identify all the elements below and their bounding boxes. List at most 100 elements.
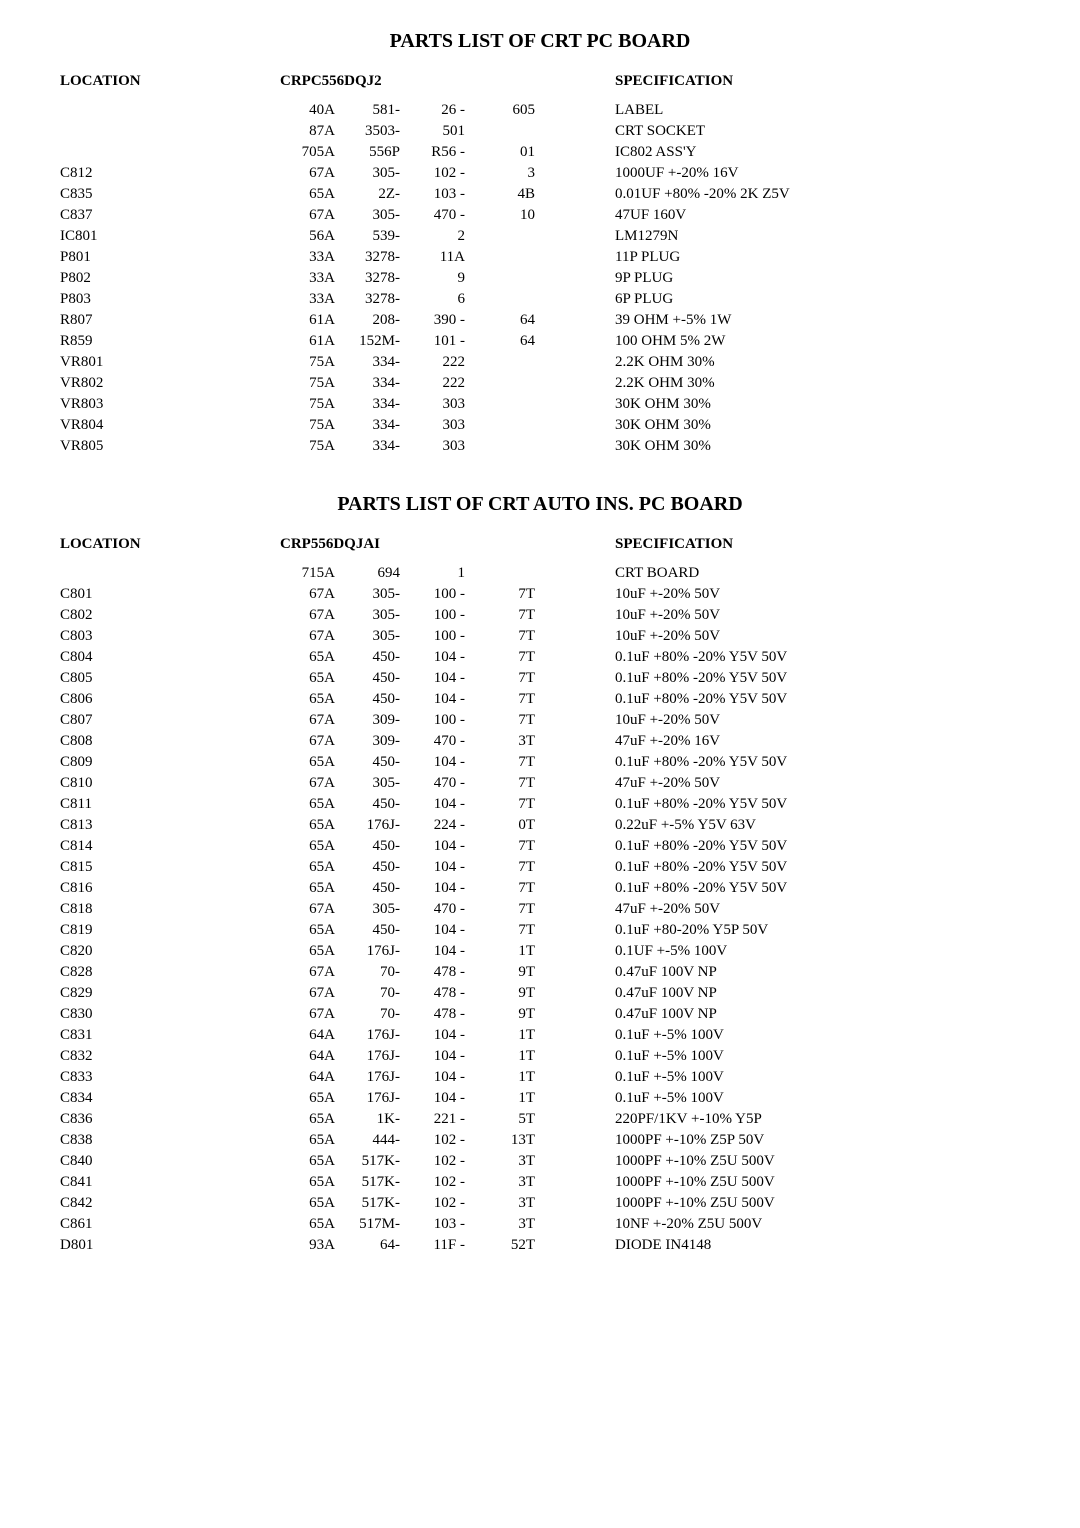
cell-pn2: 176J- xyxy=(335,941,400,962)
cell-location: VR804 xyxy=(60,415,280,436)
cell-spec: 0.22uF +-5% Y5V 63V xyxy=(615,815,1020,836)
section2-title: PARTS LIST OF CRT AUTO INS. PC BOARD xyxy=(60,493,1020,516)
cell-pn1: 67A xyxy=(280,731,335,752)
cell-pn2: 309- xyxy=(335,710,400,731)
cell-pn2: 517M- xyxy=(335,1214,400,1235)
cell-pn1: 67A xyxy=(280,584,335,605)
cell-pn4: 7T xyxy=(465,920,535,941)
cell-pn2: 450- xyxy=(335,794,400,815)
cell-pn2: 581- xyxy=(335,100,400,121)
cell-pn4 xyxy=(465,268,535,289)
cell-pn2: 334- xyxy=(335,394,400,415)
table-row: C83665A1K-221 -5T220PF/1KV +-10% Y5P xyxy=(60,1109,1020,1130)
cell-spec: 1000PF +-10% Z5U 500V xyxy=(615,1193,1020,1214)
table-row: C81565A450-104 -7T0.1uF +80% -20% Y5V 50… xyxy=(60,857,1020,878)
table-row: C81465A450-104 -7T0.1uF +80% -20% Y5V 50… xyxy=(60,836,1020,857)
cell-location xyxy=(60,100,280,121)
cell-pn2: 176J- xyxy=(335,815,400,836)
cell-spec: IC802 ASS'Y xyxy=(615,142,1020,163)
cell-spec: LM1279N xyxy=(615,226,1020,247)
cell-location: R807 xyxy=(60,310,280,331)
table-row: 715A6941CRT BOARD xyxy=(60,563,1020,584)
cell-pn3: 478 - xyxy=(400,1004,465,1025)
cell-pn3: 470 - xyxy=(400,731,465,752)
cell-pn2: 450- xyxy=(335,752,400,773)
cell-pn4: 7T xyxy=(465,668,535,689)
cell-spec: 0.47uF 100V NP xyxy=(615,1004,1020,1025)
table-row: C81665A450-104 -7T0.1uF +80% -20% Y5V 50… xyxy=(60,878,1020,899)
cell-spec: 10uF +-20% 50V xyxy=(615,710,1020,731)
cell-pn1: 61A xyxy=(280,331,335,352)
cell-pn4: 1T xyxy=(465,1046,535,1067)
cell-location: C842 xyxy=(60,1193,280,1214)
cell-pn4 xyxy=(465,373,535,394)
cell-pn4: 7T xyxy=(465,794,535,815)
cell-spec: 2.2K OHM 30% xyxy=(615,373,1020,394)
cell-pn3: 478 - xyxy=(400,983,465,1004)
table-row: C83465A176J-104 -1T0.1uF +-5% 100V xyxy=(60,1088,1020,1109)
table-row: C86165A517M-103 -3T10NF +-20% Z5U 500V xyxy=(60,1214,1020,1235)
cell-pn3: 104 - xyxy=(400,878,465,899)
cell-spec: LABEL xyxy=(615,100,1020,121)
cell-pn3: 102 - xyxy=(400,1151,465,1172)
table-row: C82065A176J-104 -1T0.1UF +-5% 100V xyxy=(60,941,1020,962)
table-row: R80761A208-390 -6439 OHM +-5% 1W xyxy=(60,310,1020,331)
cell-pn4: 7T xyxy=(465,647,535,668)
cell-spec: 0.1uF +80% -20% Y5V 50V xyxy=(615,878,1020,899)
cell-spec: 0.1uF +-5% 100V xyxy=(615,1067,1020,1088)
cell-location: C809 xyxy=(60,752,280,773)
cell-pn3: 104 - xyxy=(400,1067,465,1088)
cell-location: C838 xyxy=(60,1130,280,1151)
cell-pn1: 65A xyxy=(280,1109,335,1130)
cell-pn4: 9T xyxy=(465,1004,535,1025)
header-partno: CRP556DQJAI xyxy=(280,534,335,555)
cell-location: IC801 xyxy=(60,226,280,247)
cell-pn3: 6 xyxy=(400,289,465,310)
cell-pn2: 305- xyxy=(335,205,400,226)
cell-pn4 xyxy=(465,436,535,457)
cell-location: C833 xyxy=(60,1067,280,1088)
cell-pn1: 64A xyxy=(280,1025,335,1046)
cell-pn1: 65A xyxy=(280,184,335,205)
table-row: C84065A517K-102 -3T1000PF +-10% Z5U 500V xyxy=(60,1151,1020,1172)
table-row: C84265A517K-102 -3T1000PF +-10% Z5U 500V xyxy=(60,1193,1020,1214)
cell-spec: 2.2K OHM 30% xyxy=(615,352,1020,373)
cell-pn2: 539- xyxy=(335,226,400,247)
table-row: C81267A305-102 -31000UF +-20% 16V xyxy=(60,163,1020,184)
table-row: C83565A2Z-103 -4B0.01UF +80% -20% 2K Z5V xyxy=(60,184,1020,205)
cell-location: C841 xyxy=(60,1172,280,1193)
cell-pn4 xyxy=(465,563,535,584)
cell-spec: 0.1uF +-5% 100V xyxy=(615,1025,1020,1046)
cell-location: C861 xyxy=(60,1214,280,1235)
cell-pn1: 67A xyxy=(280,205,335,226)
cell-spec: 30K OHM 30% xyxy=(615,436,1020,457)
table-row: C83767A305-470 -1047UF 160V xyxy=(60,205,1020,226)
cell-location: C816 xyxy=(60,878,280,899)
cell-location: VR805 xyxy=(60,436,280,457)
cell-pn3: 104 - xyxy=(400,1046,465,1067)
cell-pn4: 3T xyxy=(465,1172,535,1193)
table-row: IC80156A539-2LM1279N xyxy=(60,226,1020,247)
cell-pn3: 222 xyxy=(400,373,465,394)
cell-location: C820 xyxy=(60,941,280,962)
table-row: C81365A176J-224 -0T0.22uF +-5% Y5V 63V xyxy=(60,815,1020,836)
cell-location: C807 xyxy=(60,710,280,731)
table-row: P80133A3278-11A11P PLUG xyxy=(60,247,1020,268)
cell-pn2: 208- xyxy=(335,310,400,331)
cell-pn4 xyxy=(465,415,535,436)
cell-location xyxy=(60,121,280,142)
cell-pn1: 75A xyxy=(280,352,335,373)
cell-pn1: 65A xyxy=(280,857,335,878)
table-row: VR80175A334-2222.2K OHM 30% xyxy=(60,352,1020,373)
cell-pn1: 33A xyxy=(280,247,335,268)
cell-location: C812 xyxy=(60,163,280,184)
table-row: 40A581-26 -605LABEL xyxy=(60,100,1020,121)
table-row: 705A556PR56 -01IC802 ASS'Y xyxy=(60,142,1020,163)
cell-location: P803 xyxy=(60,289,280,310)
section2-header-row: LOCATION CRP556DQJAI SPECIFICATION xyxy=(60,534,1020,555)
table-row: C82867A70-478 -9T0.47uF 100V NP xyxy=(60,962,1020,983)
table-row: VR80575A334-30330K OHM 30% xyxy=(60,436,1020,457)
cell-pn1: 65A xyxy=(280,647,335,668)
cell-spec: 0.1uF +80% -20% Y5V 50V xyxy=(615,857,1020,878)
cell-pn4: 1T xyxy=(465,1025,535,1046)
